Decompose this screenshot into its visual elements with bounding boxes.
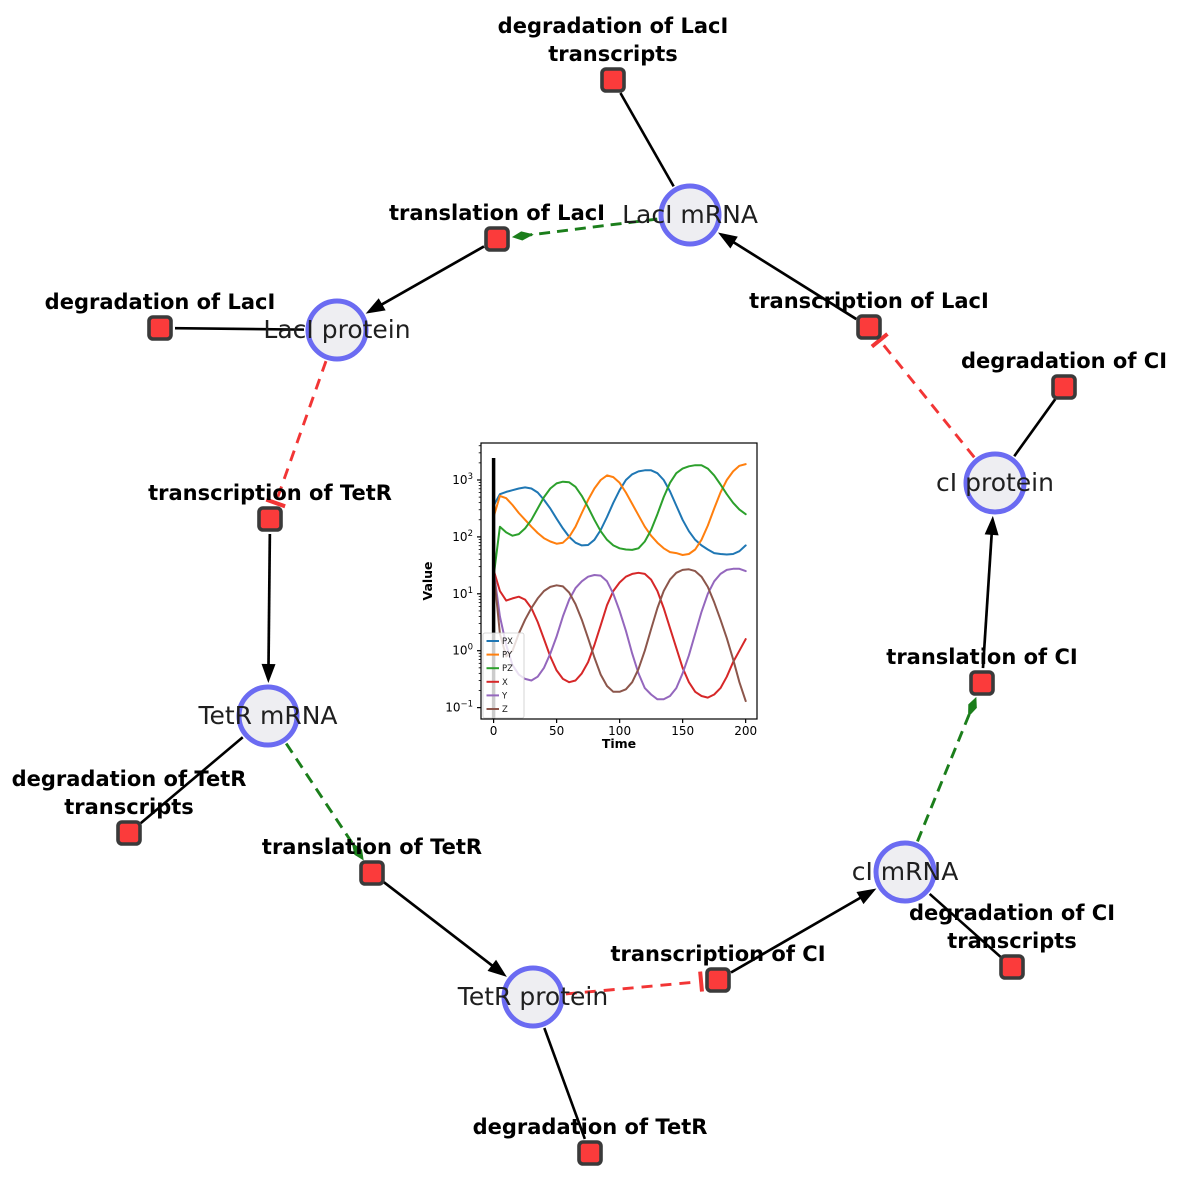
reaction-node-transl-tetr[interactable] — [359, 860, 385, 886]
legend-label-z: Z — [502, 705, 508, 715]
reaction-node-tx-tetr[interactable] — [257, 506, 283, 532]
reaction-label-transl-laci: translation of LacI — [389, 201, 605, 225]
arrowhead-icon — [856, 888, 877, 905]
species-label-ci-protein: cI protein — [936, 468, 1054, 497]
inhibition-bar-icon — [870, 332, 889, 349]
reaction-label-deg-tetr: degradation of TetR — [473, 1115, 708, 1139]
reaction-node-deg-laci-tx[interactable] — [600, 67, 626, 93]
legend-label-pz: PZ — [502, 664, 513, 674]
reaction-node-deg-tetr[interactable] — [577, 1140, 603, 1166]
y-tick-label: 101 — [452, 586, 473, 601]
y-tick-label: 10−1 — [445, 700, 473, 715]
arrowhead-icon — [365, 298, 386, 314]
reaction-node-tx-ci[interactable] — [705, 967, 731, 993]
edge-inhibitor-laci-protein-to-tx-tetr — [265, 360, 328, 509]
edge-reactant-laci-mrna-to-deg-laci-tx — [619, 92, 675, 187]
reaction-label-deg-laci-tx: transcripts — [548, 42, 678, 66]
species-label-ci-mrna: cI mRNA — [852, 857, 959, 886]
series-line-pz — [492, 464, 747, 578]
reaction-label-deg-ci-tx: degradation of CI — [909, 901, 1115, 925]
x-tick-label: 100 — [608, 724, 631, 738]
species-node-tetr-mrna[interactable] — [236, 684, 300, 748]
reaction-label-transl-tetr: translation of TetR — [262, 835, 482, 859]
edge-modifier-tetr-mrna-to-transl-tetr — [285, 742, 364, 861]
y-tick-label: 100 — [452, 643, 473, 658]
reaction-node-deg-tetr-tx[interactable] — [116, 820, 142, 846]
reaction-label-deg-ci-tx: transcripts — [947, 929, 1077, 953]
species-label-laci-protein: LacI protein — [263, 315, 410, 344]
reaction-node-tx-laci[interactable] — [856, 314, 882, 340]
edge-inhibitor-tetr-protein-to-tx-ci — [565, 971, 704, 996]
series-line-y — [492, 567, 747, 701]
legend-label-x: X — [502, 678, 508, 688]
reaction-node-deg-ci[interactable] — [1051, 374, 1077, 400]
x-axis-label: Time — [602, 736, 636, 751]
edge-product-tx-tetr-to-tetr-mrna — [261, 533, 276, 684]
modifier-arrowhead-icon — [968, 696, 977, 718]
x-tick-label: 150 — [671, 724, 694, 738]
legend-label-px: PX — [502, 637, 513, 647]
y-axis-label: Value — [420, 561, 435, 600]
reaction-label-tx-laci: transcription of LacI — [749, 289, 989, 313]
reaction-label-deg-tetr-tx: degradation of TetR — [12, 767, 247, 791]
reaction-label-deg-ci: degradation of CI — [961, 349, 1167, 373]
legend-label-py: PY — [502, 651, 513, 661]
reaction-label-tx-ci: transcription of CI — [610, 942, 825, 966]
species-node-laci-protein[interactable] — [305, 298, 369, 362]
reaction-node-deg-ci-tx[interactable] — [999, 954, 1025, 980]
reaction-label-deg-tetr-tx: transcripts — [64, 795, 194, 819]
series-line-px — [492, 469, 747, 556]
edge-product-transl-laci-to-laci-protein — [365, 245, 485, 314]
edge-product-tx-ci-to-ci-mrna — [730, 888, 877, 974]
edge-reactant-ci-protein-to-deg-ci — [1013, 398, 1057, 457]
reaction-node-transl-laci[interactable] — [484, 226, 510, 252]
species-label-laci-mrna: LacI mRNA — [622, 200, 758, 229]
inhibition-bar-icon — [698, 971, 704, 992]
species-node-laci-mrna[interactable] — [658, 183, 722, 247]
series-line-py — [492, 463, 747, 556]
edge-product-transl-tetr-to-tetr-protein — [383, 881, 507, 977]
legend: PX PY PZ XYZ — [482, 632, 525, 719]
series-line-x — [492, 568, 747, 699]
edge-product-transl-ci-to-ci-protein — [981, 515, 999, 669]
edge-reactant-tetr-mrna-to-deg-tetr-tx — [139, 736, 244, 825]
legend-label-y: Y — [501, 691, 508, 701]
reaction-node-transl-ci[interactable] — [969, 670, 995, 696]
species-node-ci-mrna[interactable] — [873, 840, 937, 904]
edge-reactant-tetr-protein-to-deg-tetr — [543, 1027, 587, 1140]
edge-reactant-ci-mrna-to-deg-ci-tx — [928, 892, 1002, 959]
arrowhead-icon — [261, 663, 276, 684]
x-tick-label: 50 — [549, 724, 564, 738]
y-tick-label: 102 — [452, 529, 473, 544]
arrowhead-icon — [717, 232, 738, 249]
inhibition-bar-icon — [265, 497, 286, 509]
reaction-label-deg-laci: degradation of LacI — [45, 290, 276, 314]
species-node-ci-protein[interactable] — [963, 451, 1027, 515]
arrowhead-icon — [984, 515, 999, 536]
modifier-arrowhead-icon — [351, 842, 364, 861]
species-label-tetr-protein: TetR protein — [457, 982, 608, 1011]
edge-reactant-laci-protein-to-deg-laci — [174, 326, 305, 331]
species-label-tetr-mrna: TetR mRNA — [197, 701, 337, 730]
edge-product-tx-laci-to-laci-mrna — [717, 232, 858, 321]
edge-modifier-laci-mrna-to-transl-laci — [511, 217, 658, 241]
reaction-node-deg-laci[interactable] — [147, 315, 173, 341]
series-line-z — [492, 568, 747, 703]
y-tick-label: 103 — [452, 472, 473, 487]
modifier-arrowhead-icon — [511, 231, 534, 241]
edge-modifier-ci-mrna-to-transl-ci — [916, 696, 977, 842]
reaction-label-tx-tetr: transcription of TetR — [148, 481, 392, 505]
x-tick-label: 0 — [490, 724, 498, 738]
edge-inhibitor-ci-protein-to-tx-laci — [870, 332, 976, 459]
arrowhead-icon — [487, 959, 507, 977]
reaction-label-transl-ci: translation of CI — [886, 645, 1077, 669]
reaction-label-deg-laci-tx: degradation of LacI — [498, 14, 729, 38]
x-tick-label: 200 — [734, 724, 757, 738]
species-node-tetr-protein[interactable] — [501, 965, 565, 1029]
plot-frame — [480, 442, 758, 720]
simulation-plot-inset: PX PY PZ X Y Z 0 50 100 150 200 10−1 100 101 102 103 Tim… — [415, 435, 780, 770]
